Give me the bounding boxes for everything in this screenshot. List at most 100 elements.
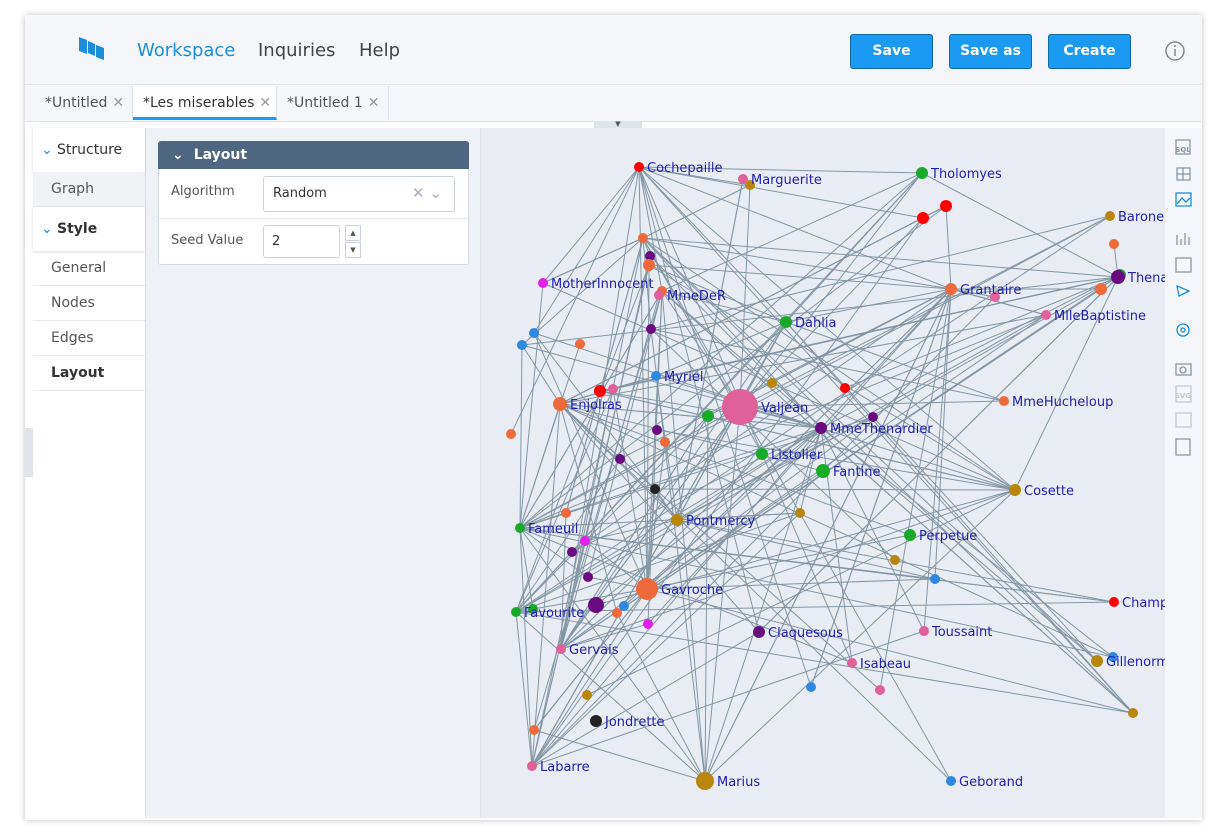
edge — [921, 172, 1119, 278]
node — [696, 772, 714, 790]
top-handle[interactable]: ▼ — [594, 121, 642, 128]
edge — [648, 264, 1016, 491]
menu-item[interactable]: General — [33, 251, 145, 286]
edge — [519, 406, 741, 529]
edge — [661, 290, 1098, 662]
edge — [559, 205, 947, 405]
edge — [559, 403, 952, 782]
card-header[interactable]: ⌄ Layout — [158, 141, 469, 169]
node — [816, 464, 830, 478]
edge — [638, 166, 924, 219]
edge — [642, 237, 952, 290]
node — [945, 283, 957, 295]
menu-item[interactable]: Edges — [33, 321, 145, 356]
menu-item[interactable]: Layout — [33, 356, 145, 391]
tab-active[interactable]: *Les miserables ✕ — [133, 86, 277, 120]
edge — [519, 205, 947, 529]
node — [847, 658, 857, 668]
edge — [638, 166, 952, 290]
node — [767, 378, 777, 388]
node-label: MmeThenardier — [830, 422, 933, 437]
save-as-button[interactable]: Save as — [949, 34, 1032, 69]
clipboard-icon[interactable] — [1175, 438, 1191, 456]
edge — [642, 237, 1016, 491]
node-label: Champ — [1122, 596, 1165, 611]
settings-icon[interactable] — [1176, 323, 1190, 337]
logo[interactable] — [77, 34, 107, 64]
code-icon[interactable] — [1175, 412, 1192, 428]
menu-item[interactable]: Nodes — [33, 286, 145, 321]
algorithm-select[interactable]: Random ✕ ⌄ — [263, 176, 455, 212]
node-label: Gavroche — [661, 583, 723, 598]
node — [1095, 283, 1107, 295]
node — [645, 251, 655, 261]
edge — [519, 282, 544, 529]
edge — [560, 623, 649, 650]
node — [646, 324, 656, 334]
seed-input[interactable]: 2 — [263, 225, 340, 258]
svg-icon[interactable] — [1175, 385, 1192, 403]
edge — [648, 264, 787, 323]
edge — [642, 237, 652, 330]
graph[interactable]: Cochepaille Marguerite Tholomyes Barone Moth… — [481, 128, 1165, 818]
spin-up[interactable]: ▲ — [345, 225, 361, 241]
node — [619, 601, 629, 611]
node — [575, 339, 585, 349]
node — [527, 761, 537, 771]
edge — [661, 290, 1134, 714]
edge — [650, 328, 896, 561]
image-icon[interactable] — [1175, 192, 1192, 207]
edge — [519, 172, 923, 529]
node — [875, 685, 885, 695]
node — [583, 572, 593, 582]
section-title: Style — [57, 221, 98, 237]
tab-title: *Untitled — [45, 95, 108, 111]
icon-label: SVG — [1175, 392, 1191, 400]
create-button[interactable]: Create — [1048, 34, 1131, 69]
node-label: Grantaire — [960, 283, 1021, 298]
nav-link[interactable]: Workspace — [137, 40, 236, 61]
node — [594, 385, 606, 397]
edge — [521, 276, 1119, 346]
edge — [595, 489, 1016, 606]
edge — [510, 166, 640, 435]
info-icon[interactable] — [1164, 40, 1186, 62]
edge — [533, 332, 648, 590]
camera-icon[interactable] — [1175, 363, 1192, 376]
node-label: Myriel — [664, 370, 703, 385]
node — [1109, 239, 1119, 249]
nav-link[interactable]: Inquiries — [258, 40, 336, 61]
edge — [612, 276, 1119, 390]
edge — [661, 290, 706, 782]
collapse-handle[interactable] — [25, 428, 33, 477]
select-value: Random — [273, 186, 327, 201]
sql-icon[interactable] — [1175, 139, 1191, 155]
edge — [531, 321, 787, 767]
layout-icon[interactable] — [1175, 257, 1192, 273]
edge — [661, 290, 787, 323]
edge — [638, 166, 923, 174]
section-header[interactable]: ⌄ Structure — [33, 128, 145, 172]
node — [580, 536, 590, 546]
chart-icon[interactable] — [1176, 233, 1190, 245]
graph-icon[interactable] — [1176, 284, 1191, 297]
edge — [586, 489, 1016, 696]
section-header[interactable]: ⌄ Style — [33, 207, 145, 251]
save-button[interactable]: Save — [850, 34, 933, 69]
tab[interactable]: *Untitled ✕ — [35, 86, 133, 120]
edge — [560, 512, 567, 650]
node — [567, 547, 577, 557]
node-label: Marius — [717, 775, 760, 790]
edge — [642, 184, 751, 239]
edge — [844, 276, 1119, 389]
spin-down[interactable]: ▼ — [345, 242, 361, 258]
edge — [785, 321, 1005, 402]
edge — [820, 427, 1114, 658]
menu-item[interactable]: Graph — [33, 172, 145, 207]
edge — [533, 332, 822, 429]
tab[interactable]: *Untitled 1 ✕ — [277, 86, 389, 120]
edge — [533, 588, 648, 731]
nav-link[interactable]: Help — [359, 40, 401, 61]
toolbar-icons: SQL SVG — [1175, 139, 1192, 456]
